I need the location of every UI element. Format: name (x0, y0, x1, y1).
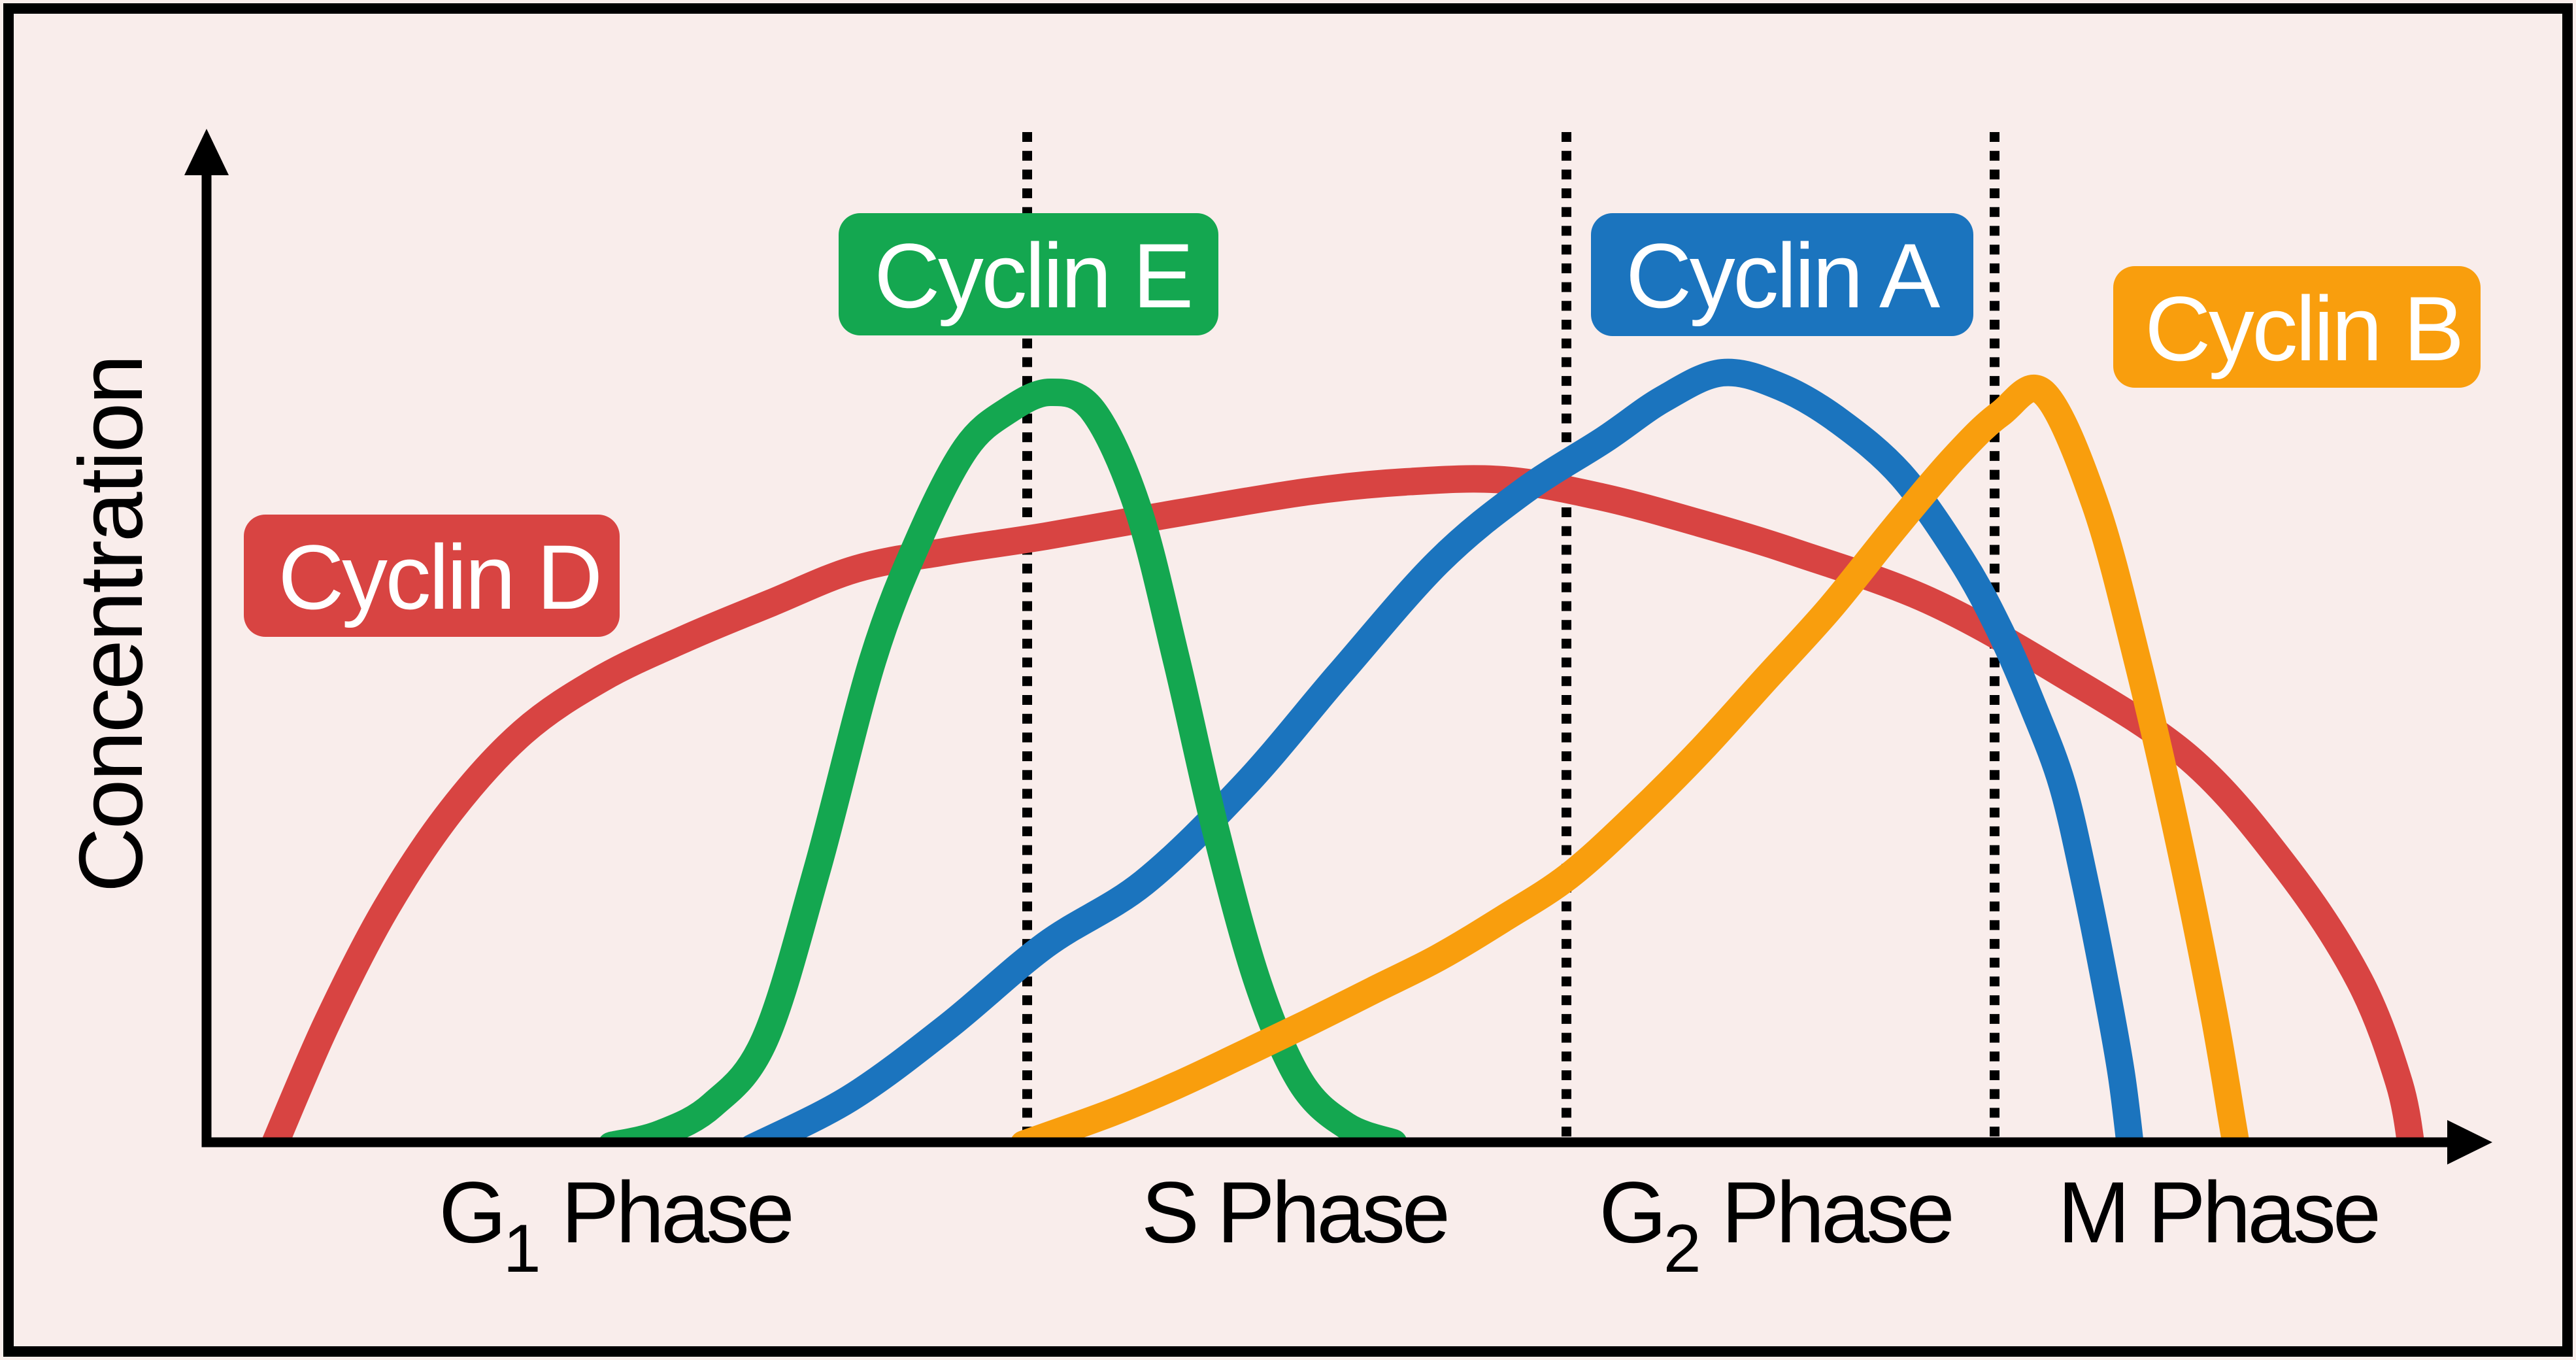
svg-text:M Phase: M Phase (2058, 1164, 2378, 1261)
svg-text:Cyclin B: Cyclin B (2145, 277, 2462, 380)
svg-text:Cyclin E: Cyclin E (874, 224, 1191, 327)
svg-text:G1 Phase: G1 Phase (439, 1164, 791, 1287)
svg-text:Cyclin A: Cyclin A (1626, 224, 1941, 327)
svg-text:Cyclin D: Cyclin D (278, 526, 600, 628)
svg-text:S Phase: S Phase (1141, 1164, 1447, 1261)
svg-text:Concentration: Concentration (61, 356, 161, 892)
